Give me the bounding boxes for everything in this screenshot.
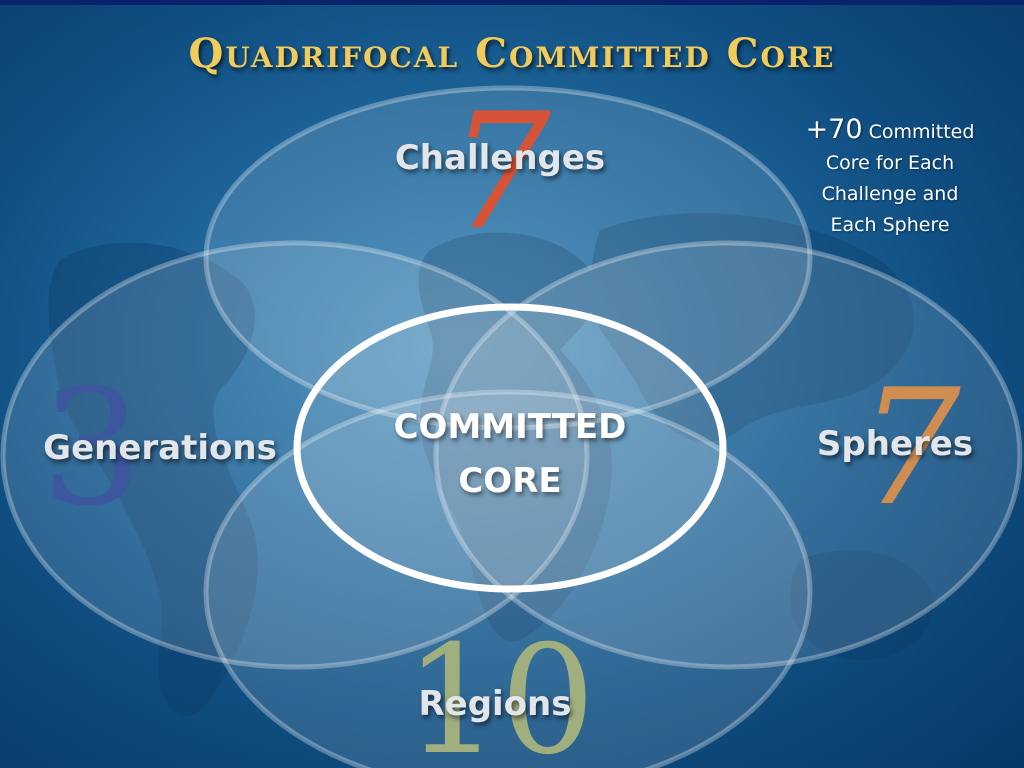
spheres-ellipse: [433, 240, 1023, 670]
challenges-label: Challenges: [394, 138, 606, 178]
core-line-1: COMMITTED: [393, 407, 627, 447]
generations-number: 3: [32, 368, 152, 528]
committed-core-ellipse: [293, 303, 727, 593]
generations-label: Generations: [43, 428, 277, 468]
continent-asia: [588, 213, 914, 443]
note-line-4: Each Sphere: [830, 214, 950, 236]
committed-core-label: COMMITTED CORE: [330, 400, 690, 508]
committed-core-note: +70 Committed Core for Each Challenge an…: [780, 114, 1000, 241]
regions-label: Regions: [418, 684, 572, 724]
regions-ellipse: [203, 389, 813, 768]
note-line-3: Challenge and: [821, 183, 959, 205]
slide-title: Quadrifocal Committed Core: [188, 30, 836, 77]
note-line-2: Core for Each: [825, 152, 955, 174]
note-line-1: +70 Committed: [780, 114, 1000, 148]
spheres-number: 7: [850, 368, 970, 528]
challenges-ellipse: [203, 85, 813, 431]
challenges-number: 7: [440, 92, 560, 252]
continent-americas: [48, 242, 258, 717]
continent-europe-africa: [418, 232, 612, 642]
core-line-2: CORE: [458, 461, 562, 501]
note-number: +70: [805, 114, 863, 145]
spheres-label: Spheres: [816, 424, 974, 464]
continent-australia: [790, 550, 934, 660]
note-line-1-text: Committed: [868, 121, 975, 143]
regions-number: 10: [380, 626, 620, 768]
top-bar: [0, 0, 1024, 5]
